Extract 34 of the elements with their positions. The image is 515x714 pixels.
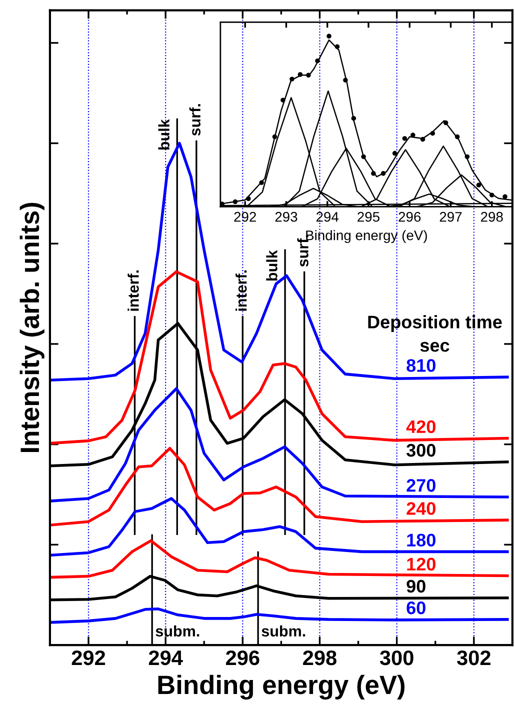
x-axis-title: Binding energy (eV) [306,230,427,244]
ref-line-label: interf. [128,270,139,311]
x-tick-label: 298 [303,650,336,666]
series-label: 300 [406,444,436,457]
x-tick-label: 294 [316,212,339,222]
x-tick-label: 294 [148,650,183,666]
x-tick-label: 295 [358,212,380,222]
ref-line-label: interf. [236,270,247,311]
series-label: 270 [406,479,436,492]
x-axis-title: Binding energy (eV) [158,674,405,700]
series-label: 90 [406,580,426,593]
x-tick-label: 292 [72,650,106,666]
x-tick-label: 296 [398,212,421,222]
y-axis-title: Intensity (arb. units) [20,202,44,452]
x-tick-label: 298 [480,212,503,222]
ref-line-label: surf. [189,104,201,136]
series-label: 120 [407,558,436,571]
series-label: 180 [407,534,436,547]
ref-line-label: bulk [158,119,170,150]
x-tick-label: 296 [226,650,260,666]
series-label: 240 [406,502,436,515]
x-tick-label: 297 [440,212,462,222]
series-label: 420 [406,420,436,434]
ref-line-label: surf. [297,235,308,267]
annotation: Deposition time sec [368,315,502,352]
ref-line-label: subm. [262,625,306,637]
series-label: 810 [406,359,436,372]
x-tick-label: 300 [380,650,414,666]
ref-line-label: subm. [156,625,200,637]
series-label: 60 [406,601,426,614]
x-tick-label: 293 [275,212,298,222]
x-tick-label: 292 [234,212,256,222]
x-tick-label: 302 [456,650,490,666]
ref-line-label: bulk [266,250,278,281]
